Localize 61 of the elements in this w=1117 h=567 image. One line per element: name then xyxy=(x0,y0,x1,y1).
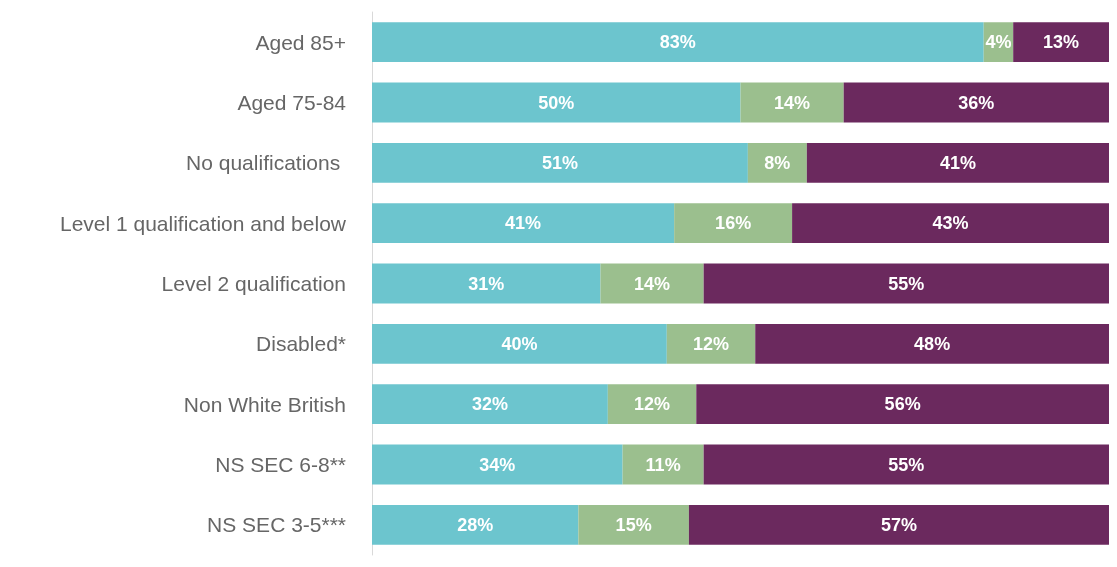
data-label: 43% xyxy=(932,213,969,234)
bar xyxy=(740,82,844,123)
bar xyxy=(372,263,601,304)
data-label: 32% xyxy=(471,394,508,415)
data-label: 40% xyxy=(501,333,538,354)
y-tick-label: Level 2 qualification xyxy=(161,272,346,295)
data-label: 8% xyxy=(764,152,791,173)
y-tick-label: NS SEC 3-5*** xyxy=(207,513,346,537)
bar xyxy=(747,142,807,183)
bar xyxy=(372,22,984,63)
data-label: 57% xyxy=(880,514,917,535)
data-label: 83% xyxy=(659,32,696,53)
y-tick-label: Aged 85+ xyxy=(255,30,346,54)
data-label: 36% xyxy=(958,92,995,113)
bar xyxy=(674,203,793,244)
bar xyxy=(1013,22,1109,63)
bar xyxy=(806,142,1109,183)
data-label: 50% xyxy=(538,92,575,113)
bar xyxy=(372,142,748,183)
data-label: 55% xyxy=(888,454,925,475)
data-label: 51% xyxy=(541,152,578,173)
bar xyxy=(372,504,579,545)
data-label: 16% xyxy=(715,213,752,234)
y-tick-label: Non White British xyxy=(183,392,346,416)
bar xyxy=(666,323,756,364)
bar xyxy=(372,323,667,364)
data-label: 11% xyxy=(645,454,681,475)
bar xyxy=(755,323,1109,364)
data-label: 41% xyxy=(939,152,976,173)
data-label: 28% xyxy=(457,514,494,535)
data-label: 34% xyxy=(479,454,516,475)
data-label: 12% xyxy=(693,333,730,354)
bar xyxy=(372,384,608,425)
y-tick-label: Aged 75-84 xyxy=(237,91,347,114)
bar xyxy=(843,82,1109,123)
data-label: 14% xyxy=(774,92,811,113)
bar xyxy=(792,203,1109,244)
data-label: 13% xyxy=(1043,32,1080,53)
data-label: 14% xyxy=(634,273,671,294)
y-tick-label: Level 1 qualification and below xyxy=(59,211,347,235)
y-tick-label: Disabled* xyxy=(256,332,346,356)
bar xyxy=(578,504,689,545)
data-label: 48% xyxy=(914,333,951,354)
bar xyxy=(703,263,1109,304)
bar xyxy=(703,444,1109,485)
bar xyxy=(372,203,675,244)
data-label: 55% xyxy=(888,273,925,294)
data-label: 56% xyxy=(884,394,921,415)
data-label: 4% xyxy=(985,32,1012,53)
y-tick-label: NS SEC 6-8** xyxy=(215,453,346,476)
data-label: 15% xyxy=(615,514,652,535)
data-label: 41% xyxy=(505,213,542,234)
bar xyxy=(688,504,1109,545)
bar xyxy=(600,263,704,304)
bar xyxy=(372,444,623,485)
data-label: 31% xyxy=(468,273,505,294)
bar xyxy=(696,384,1109,425)
data-label: 12% xyxy=(634,394,671,415)
bar xyxy=(372,82,741,123)
bar xyxy=(607,384,697,425)
y-tick-label: No qualifications xyxy=(186,151,346,175)
